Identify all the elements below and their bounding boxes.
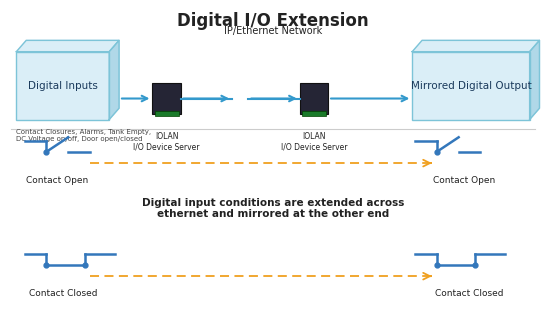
Polygon shape <box>16 40 119 52</box>
FancyBboxPatch shape <box>152 83 181 114</box>
Text: Digital input conditions are extended across
ethernet and mirrored at the other : Digital input conditions are extended ac… <box>142 198 404 219</box>
Text: IOLAN
I/O Device Server: IOLAN I/O Device Server <box>281 132 347 151</box>
Polygon shape <box>530 40 539 120</box>
Text: Mirrored Digital Output: Mirrored Digital Output <box>411 81 531 90</box>
FancyBboxPatch shape <box>302 111 326 116</box>
Text: IOLAN
I/O Device Server: IOLAN I/O Device Server <box>133 132 200 151</box>
Text: Contact Closed: Contact Closed <box>28 289 97 298</box>
Text: Contact Closed: Contact Closed <box>435 289 504 298</box>
Text: Contact Open: Contact Open <box>433 176 495 185</box>
Polygon shape <box>109 40 119 120</box>
Polygon shape <box>412 40 539 52</box>
FancyBboxPatch shape <box>412 52 530 120</box>
Text: Digital Inputs: Digital Inputs <box>28 81 98 90</box>
Text: Contact Closures, Alarms, Tank Empty,
DC Voltage on/off, Door open/closed: Contact Closures, Alarms, Tank Empty, DC… <box>16 129 151 142</box>
Text: Digital I/O Extension: Digital I/O Extension <box>177 12 369 30</box>
FancyBboxPatch shape <box>16 52 109 120</box>
FancyBboxPatch shape <box>300 83 328 114</box>
Text: IP/Ethernet Network: IP/Ethernet Network <box>224 26 322 36</box>
FancyBboxPatch shape <box>155 111 179 116</box>
Text: Contact Open: Contact Open <box>26 176 88 185</box>
